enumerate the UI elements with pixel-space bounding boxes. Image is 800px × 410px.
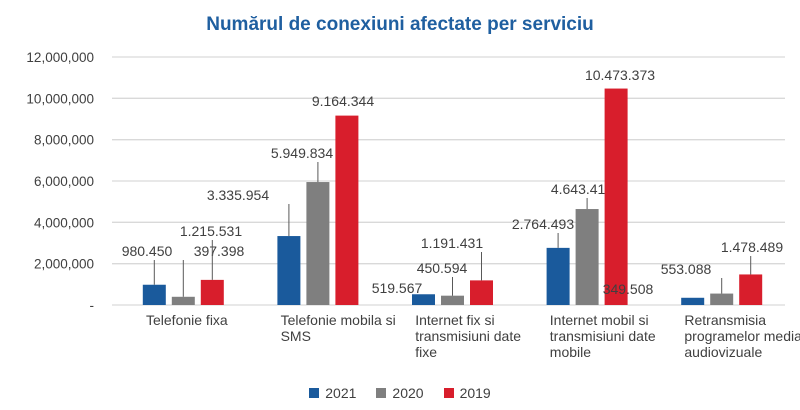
legend-item: 2020 [376,385,424,401]
data-label: 980.450 [122,243,173,259]
x-tick-label: transmisiuni date [550,328,656,344]
bar-2021 [546,247,570,305]
x-tick-label: SMS [281,328,311,344]
x-tick-label: programelor media [684,328,800,344]
data-label: 1.478.489 [721,239,783,255]
bar-2019 [470,280,493,305]
data-label: 349.508 [603,281,654,297]
data-label: 553.088 [661,261,712,277]
y-tick-label: 2,000,000 [34,257,94,272]
data-label: 10.473.373 [585,67,655,83]
bar-2020 [441,295,464,305]
legend-item: 2021 [309,385,356,401]
y-tick-label: 8,000,000 [34,133,94,148]
x-tick-label: audiovizuale [684,344,762,360]
x-tick-label: Internet fix si [415,312,494,328]
y-tick-label: 6,000,000 [34,174,94,189]
bar-2019 [335,115,359,306]
data-label: 4.643.419 [551,181,613,197]
legend-label: 2019 [459,385,491,401]
x-tick-label: transmisiuni date [415,328,521,344]
data-label: 3.335.954 [207,187,269,203]
bar-2020 [575,209,599,305]
y-tick-label: 12,000,000 [26,50,94,65]
data-label: 2.764.493 [512,216,574,232]
y-tick-label: - [90,298,95,313]
bar-2021 [142,284,166,305]
bar-2020 [306,182,330,305]
x-tick-label: fixe [415,344,437,360]
y-tick-label: 4,000,000 [34,215,94,230]
data-label: 450.594 [417,260,468,276]
legend-item: 2019 [443,385,491,401]
bar-2021 [277,236,301,305]
data-label: 519.567 [372,280,423,296]
bar-2020 [171,296,195,305]
data-label: 1.191.431 [421,235,483,251]
legend-swatch [443,388,454,398]
bar-2021 [412,294,435,305]
data-label: 397.398 [194,243,245,259]
bar-2021 [681,297,705,305]
bar-2020 [710,293,734,305]
x-tick-label: Telefonie fixa [146,312,228,328]
x-tick-label: mobile [550,344,591,360]
data-label: 1.215.531 [180,223,242,239]
legend-swatch [309,388,320,398]
y-tick-label: 10,000,000 [26,91,94,106]
data-label: 9.164.344 [312,93,374,109]
x-tick-label: Internet mobil si [550,312,649,328]
legend: 2021 2020 2019 [0,385,800,401]
legend-swatch [376,388,387,398]
bar-2019 [739,274,763,305]
legend-label: 2020 [392,385,424,401]
x-tick-label: Retransmisia [684,312,766,328]
chart-title: Numărul de conexiuni afectate per servic… [206,14,594,35]
bar-2019 [200,279,224,305]
data-label: 5.949.834 [271,145,333,161]
bar-2019 [604,88,628,305]
x-tick-label: Telefonie mobila si [281,312,396,328]
legend-label: 2021 [325,385,357,401]
